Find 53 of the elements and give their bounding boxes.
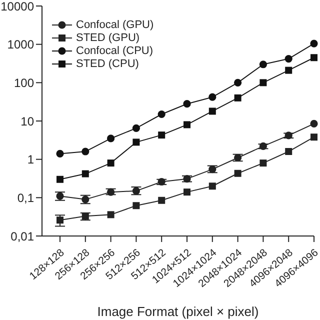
point <box>310 120 318 128</box>
point <box>310 134 318 141</box>
point <box>158 132 166 139</box>
point <box>184 121 190 128</box>
point <box>132 138 140 146</box>
point <box>284 54 292 63</box>
point <box>132 187 140 195</box>
point <box>82 170 89 178</box>
y-tick-label: 10000 <box>0 0 34 14</box>
y-tick-label: 0,1 <box>17 190 34 205</box>
point <box>208 165 216 174</box>
point <box>158 196 166 204</box>
point <box>208 182 216 190</box>
point <box>260 79 267 86</box>
point <box>260 160 267 167</box>
point <box>285 66 292 74</box>
point <box>259 142 267 150</box>
point <box>132 124 140 132</box>
point <box>56 176 64 183</box>
point <box>184 188 190 196</box>
point <box>56 150 64 158</box>
point <box>107 160 114 167</box>
point <box>284 132 292 140</box>
legend-label: Confocal (GPU) <box>76 18 154 30</box>
point <box>234 154 242 162</box>
point <box>234 78 242 86</box>
point <box>132 202 140 210</box>
y-tick-label: 1000 <box>7 38 34 52</box>
point <box>82 212 89 220</box>
point <box>234 94 242 102</box>
point <box>310 40 318 48</box>
y-tick-label: 10 <box>20 114 34 128</box>
point <box>208 108 216 115</box>
x-axis-title: Image Format (pixel × pixel) <box>97 304 259 319</box>
point <box>208 93 216 101</box>
point <box>107 188 115 196</box>
y-tick-label: 100 <box>14 76 34 90</box>
point <box>183 100 191 108</box>
point <box>259 60 267 68</box>
point <box>310 54 318 62</box>
point <box>82 148 90 156</box>
point <box>107 134 115 142</box>
legend-label: Confocal (CPU) <box>76 44 154 56</box>
y-tick-label: 1 <box>27 152 34 167</box>
point <box>158 178 166 186</box>
y-tick-label: 0,01 <box>10 229 34 244</box>
point <box>285 148 292 156</box>
point <box>234 170 242 177</box>
point <box>158 110 166 118</box>
legend-label: STED (CPU) <box>76 58 139 70</box>
point <box>56 216 64 224</box>
point <box>107 211 114 218</box>
legend-label: STED (GPU) <box>76 32 140 44</box>
